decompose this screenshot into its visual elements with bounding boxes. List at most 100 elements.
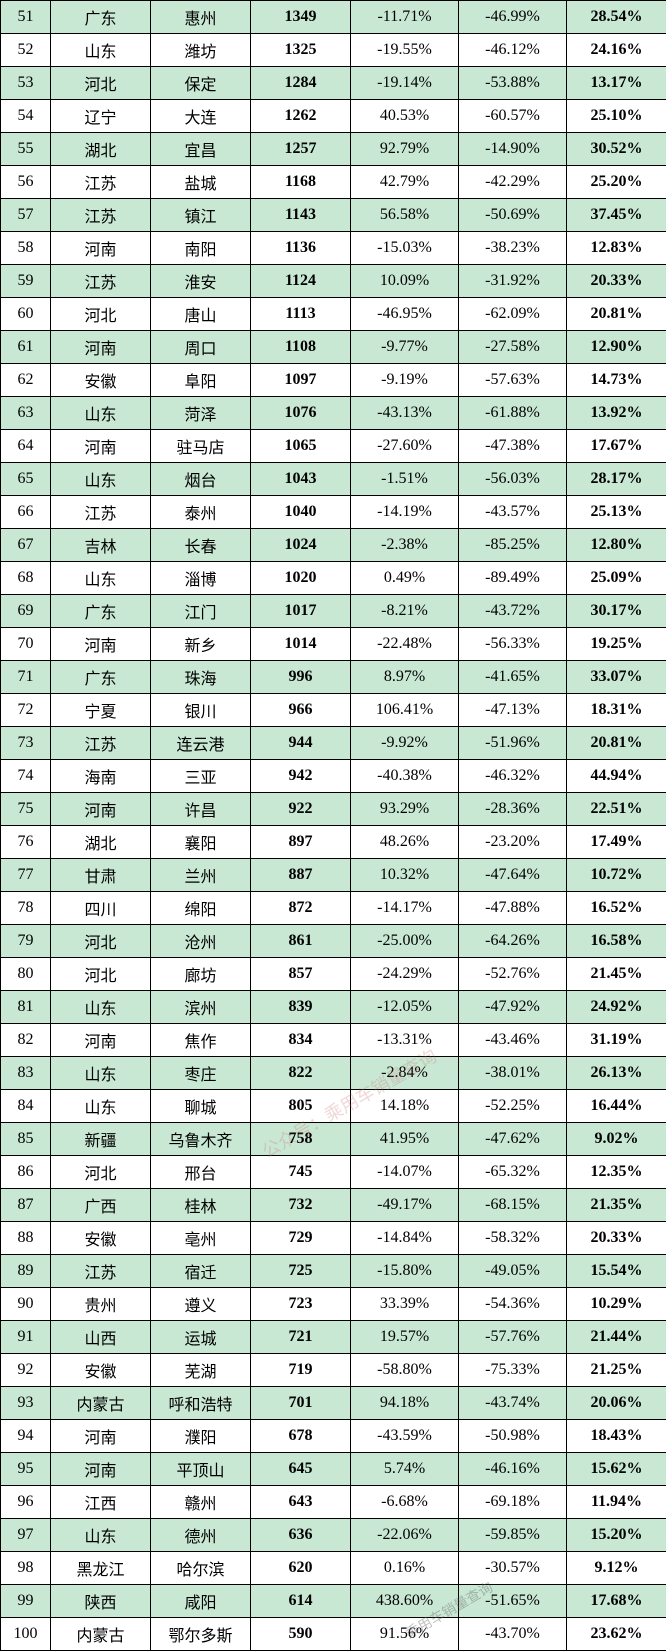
- table-row: 70河南新乡1014-22.48%-56.33%19.25%: [1, 628, 666, 661]
- cell-pct1: 10.09%: [351, 265, 459, 298]
- cell-rank: 51: [1, 1, 51, 34]
- cell-pct3: 16.52%: [567, 892, 666, 925]
- cell-sales: 1136: [251, 232, 351, 265]
- cell-pct2: -49.05%: [459, 1255, 567, 1288]
- cell-province: 山东: [51, 463, 151, 496]
- cell-city: 盐城: [151, 166, 251, 199]
- cell-pct2: -69.18%: [459, 1486, 567, 1519]
- cell-pct2: -56.03%: [459, 463, 567, 496]
- cell-pct1: -25.00%: [351, 925, 459, 958]
- cell-rank: 71: [1, 661, 51, 694]
- cell-city: 大连: [151, 100, 251, 133]
- table-row: 81山东滨州839-12.05%-47.92%24.92%: [1, 991, 666, 1024]
- cell-sales: 1076: [251, 397, 351, 430]
- cell-rank: 66: [1, 496, 51, 529]
- cell-pct1: -9.77%: [351, 331, 459, 364]
- cell-city: 哈尔滨: [151, 1552, 251, 1585]
- cell-pct1: -13.31%: [351, 1024, 459, 1057]
- cell-pct3: 12.90%: [567, 331, 666, 364]
- table-row: 84山东聊城80514.18%-52.25%16.44%: [1, 1090, 666, 1123]
- table-row: 54辽宁大连126240.53%-60.57%25.10%: [1, 100, 666, 133]
- cell-pct3: 17.68%: [567, 1585, 666, 1618]
- cell-rank: 81: [1, 991, 51, 1024]
- cell-pct1: -6.68%: [351, 1486, 459, 1519]
- cell-city: 保定: [151, 67, 251, 100]
- cell-pct3: 12.35%: [567, 1156, 666, 1189]
- cell-province: 吉林: [51, 529, 151, 562]
- cell-pct2: -61.88%: [459, 397, 567, 430]
- cell-pct2: -41.65%: [459, 661, 567, 694]
- cell-sales: 732: [251, 1189, 351, 1222]
- cell-rank: 87: [1, 1189, 51, 1222]
- cell-pct1: 91.56%: [351, 1618, 459, 1651]
- cell-province: 海南: [51, 760, 151, 793]
- cell-city: 鄂尔多斯: [151, 1618, 251, 1651]
- cell-sales: 1097: [251, 364, 351, 397]
- cell-pct1: 0.49%: [351, 562, 459, 595]
- cell-rank: 53: [1, 67, 51, 100]
- cell-pct3: 25.13%: [567, 496, 666, 529]
- cell-sales: 857: [251, 958, 351, 991]
- cell-rank: 70: [1, 628, 51, 661]
- cell-pct1: -46.95%: [351, 298, 459, 331]
- cell-pct3: 25.20%: [567, 166, 666, 199]
- cell-sales: 872: [251, 892, 351, 925]
- table-row: 65山东烟台1043-1.51%-56.03%28.17%: [1, 463, 666, 496]
- cell-rank: 86: [1, 1156, 51, 1189]
- table-row: 100内蒙古鄂尔多斯59091.56%-43.70%23.62%: [1, 1618, 666, 1651]
- cell-pct2: -42.29%: [459, 166, 567, 199]
- cell-pct1: -22.48%: [351, 628, 459, 661]
- cell-pct2: -27.58%: [459, 331, 567, 364]
- cell-pct3: 13.17%: [567, 67, 666, 100]
- cell-rank: 99: [1, 1585, 51, 1618]
- cell-sales: 922: [251, 793, 351, 826]
- cell-province: 山东: [51, 562, 151, 595]
- table-row: 86河北邢台745-14.07%-65.32%12.35%: [1, 1156, 666, 1189]
- cell-pct1: -43.13%: [351, 397, 459, 430]
- cell-sales: 861: [251, 925, 351, 958]
- cell-province: 广东: [51, 1, 151, 34]
- cell-pct2: -62.09%: [459, 298, 567, 331]
- cell-city: 周口: [151, 331, 251, 364]
- cell-city: 江门: [151, 595, 251, 628]
- cell-province: 江苏: [51, 265, 151, 298]
- cell-province: 山东: [51, 397, 151, 430]
- cell-pct2: -47.62%: [459, 1123, 567, 1156]
- cell-city: 聊城: [151, 1090, 251, 1123]
- cell-rank: 61: [1, 331, 51, 364]
- cell-rank: 90: [1, 1288, 51, 1321]
- cell-sales: 590: [251, 1618, 351, 1651]
- cell-city: 镇江: [151, 199, 251, 232]
- cell-rank: 89: [1, 1255, 51, 1288]
- cell-pct2: -43.70%: [459, 1618, 567, 1651]
- cell-province: 宁夏: [51, 694, 151, 727]
- cell-pct3: 30.52%: [567, 133, 666, 166]
- cell-sales: 614: [251, 1585, 351, 1618]
- cell-pct2: -47.64%: [459, 859, 567, 892]
- cell-sales: 1143: [251, 199, 351, 232]
- cell-pct2: -31.92%: [459, 265, 567, 298]
- cell-province: 江苏: [51, 727, 151, 760]
- cell-province: 河南: [51, 331, 151, 364]
- cell-pct1: -15.80%: [351, 1255, 459, 1288]
- table-row: 77甘肃兰州88710.32%-47.64%10.72%: [1, 859, 666, 892]
- cell-pct3: 21.25%: [567, 1354, 666, 1387]
- cell-province: 广西: [51, 1189, 151, 1222]
- table-row: 56江苏盐城116842.79%-42.29%25.20%: [1, 166, 666, 199]
- cell-pct2: -47.88%: [459, 892, 567, 925]
- table-row: 63山东菏泽1076-43.13%-61.88%13.92%: [1, 397, 666, 430]
- cell-pct2: -53.88%: [459, 67, 567, 100]
- cell-province: 河南: [51, 1024, 151, 1057]
- cell-sales: 758: [251, 1123, 351, 1156]
- cell-pct3: 20.81%: [567, 298, 666, 331]
- cell-city: 连云港: [151, 727, 251, 760]
- table-row: 91山西运城72119.57%-57.76%21.44%: [1, 1321, 666, 1354]
- cell-sales: 1020: [251, 562, 351, 595]
- cell-pct1: -27.60%: [351, 430, 459, 463]
- cell-city: 呼和浩特: [151, 1387, 251, 1420]
- cell-pct2: -65.32%: [459, 1156, 567, 1189]
- cell-pct3: 21.35%: [567, 1189, 666, 1222]
- cell-province: 辽宁: [51, 100, 151, 133]
- cell-city: 三亚: [151, 760, 251, 793]
- cell-pct2: -58.32%: [459, 1222, 567, 1255]
